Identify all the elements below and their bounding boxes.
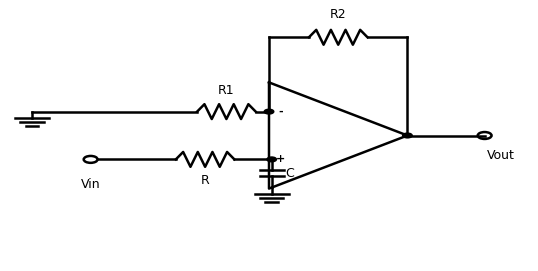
- Circle shape: [264, 109, 274, 114]
- Text: C: C: [285, 167, 294, 180]
- Text: R: R: [201, 174, 209, 187]
- Text: -: -: [278, 107, 283, 117]
- Circle shape: [402, 133, 412, 138]
- Circle shape: [267, 157, 277, 162]
- Text: +: +: [276, 154, 285, 164]
- Text: R2: R2: [330, 8, 346, 21]
- Text: Vin: Vin: [81, 178, 101, 191]
- Text: R1: R1: [218, 84, 235, 97]
- Text: Vout: Vout: [487, 149, 515, 162]
